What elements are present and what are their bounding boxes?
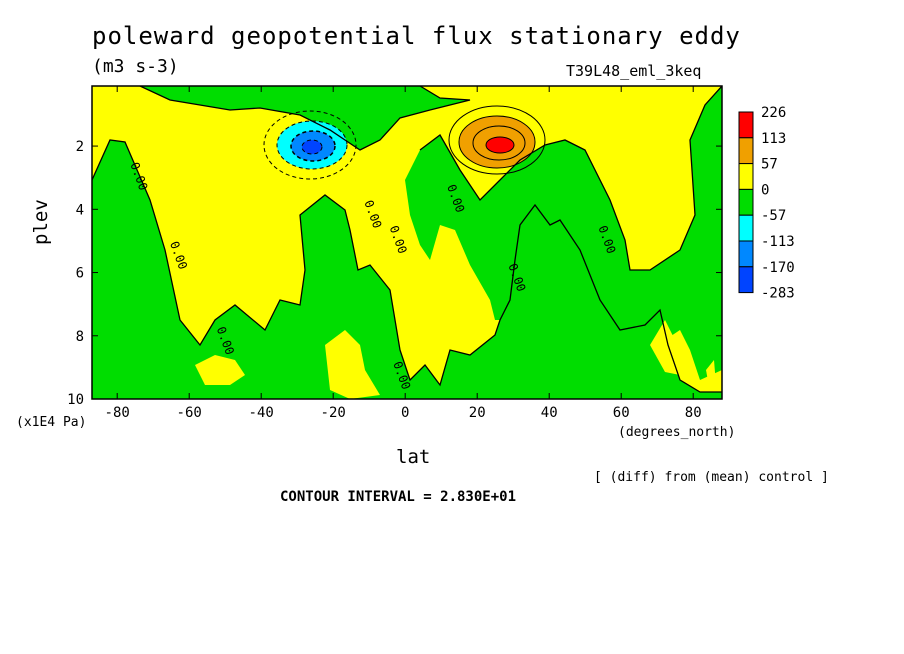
colorbar-label: 57 [761, 157, 778, 173]
zero-contours [92, 86, 722, 393]
colorbar-label: 113 [761, 131, 786, 147]
x-tick-label: 60 [613, 405, 630, 421]
colorbar-label: -170 [761, 260, 795, 276]
x-tick-label: -40 [249, 405, 274, 421]
colorbar-swatch [738, 266, 754, 294]
x-tick-label: -60 [177, 405, 202, 421]
negative-core-inner [302, 140, 322, 154]
colorbar-label: -283 [761, 286, 795, 302]
positive-pocket-2 [325, 330, 380, 399]
colorbar-swatch [738, 214, 754, 242]
y-tick-label: 8 [76, 329, 84, 345]
x-axis-label: lat [396, 446, 431, 468]
contour-lines [263, 105, 546, 180]
colorbar-swatch [738, 137, 754, 165]
y-axis-unit: (x1E4 Pa) [16, 415, 87, 430]
x-tick-label: 20 [469, 405, 486, 421]
y-tick-label: 6 [76, 266, 84, 282]
contour-interval: CONTOUR INTERVAL = 2.830E+01 [280, 489, 517, 505]
diff-note: [ (diff) from (mean) control ] [594, 470, 829, 485]
colorbar-label: -113 [761, 234, 795, 250]
negative-region-upper-band [140, 86, 470, 150]
positive-pocket-3 [650, 320, 680, 375]
plot-area: 0.000.000.000.000.000.000.000.000.00 [92, 86, 722, 399]
plot-frame [91, 85, 723, 400]
x-tick-label: 80 [685, 405, 702, 421]
colorbar-label: 226 [761, 105, 786, 121]
x-tick-label: 0 [401, 405, 409, 421]
y-tick-label: 4 [76, 202, 84, 218]
x-tick-label: 40 [541, 405, 558, 421]
positive-pocket-4 [706, 360, 716, 392]
colorbar-swatch [738, 240, 754, 268]
colorbar-swatch [738, 111, 754, 139]
y-tick-label: 10 [67, 392, 84, 408]
colorbar-label: -57 [761, 208, 786, 224]
colorbar: 226 113 57 0 -57 -113 -170 -283 [738, 105, 795, 302]
negative-region-west [92, 140, 722, 399]
y-tick-label: 2 [76, 139, 84, 155]
x-tick-label: -80 [105, 405, 130, 421]
positive-pocket-1 [195, 355, 245, 385]
positive-core-inner [486, 137, 514, 153]
y-axis-label: plev [30, 199, 52, 245]
x-axis: -80 -60 -40 -20 0 20 40 60 80 [105, 86, 702, 421]
colorbar-swatch [738, 163, 754, 190]
x-axis-unit: (degrees_north) [618, 425, 736, 440]
y-axis: 2 4 6 8 10 [67, 139, 722, 408]
colorbar-label: 0 [761, 182, 769, 198]
x-tick-label: -20 [321, 405, 346, 421]
negative-region-east [405, 86, 722, 380]
run-label: T39L48_eml_3keq [566, 62, 702, 80]
chart-units: (m3 s-3) [92, 56, 179, 77]
chart-title: poleward geopotential flux stationary ed… [92, 22, 741, 50]
colorbar-swatch [738, 188, 754, 216]
